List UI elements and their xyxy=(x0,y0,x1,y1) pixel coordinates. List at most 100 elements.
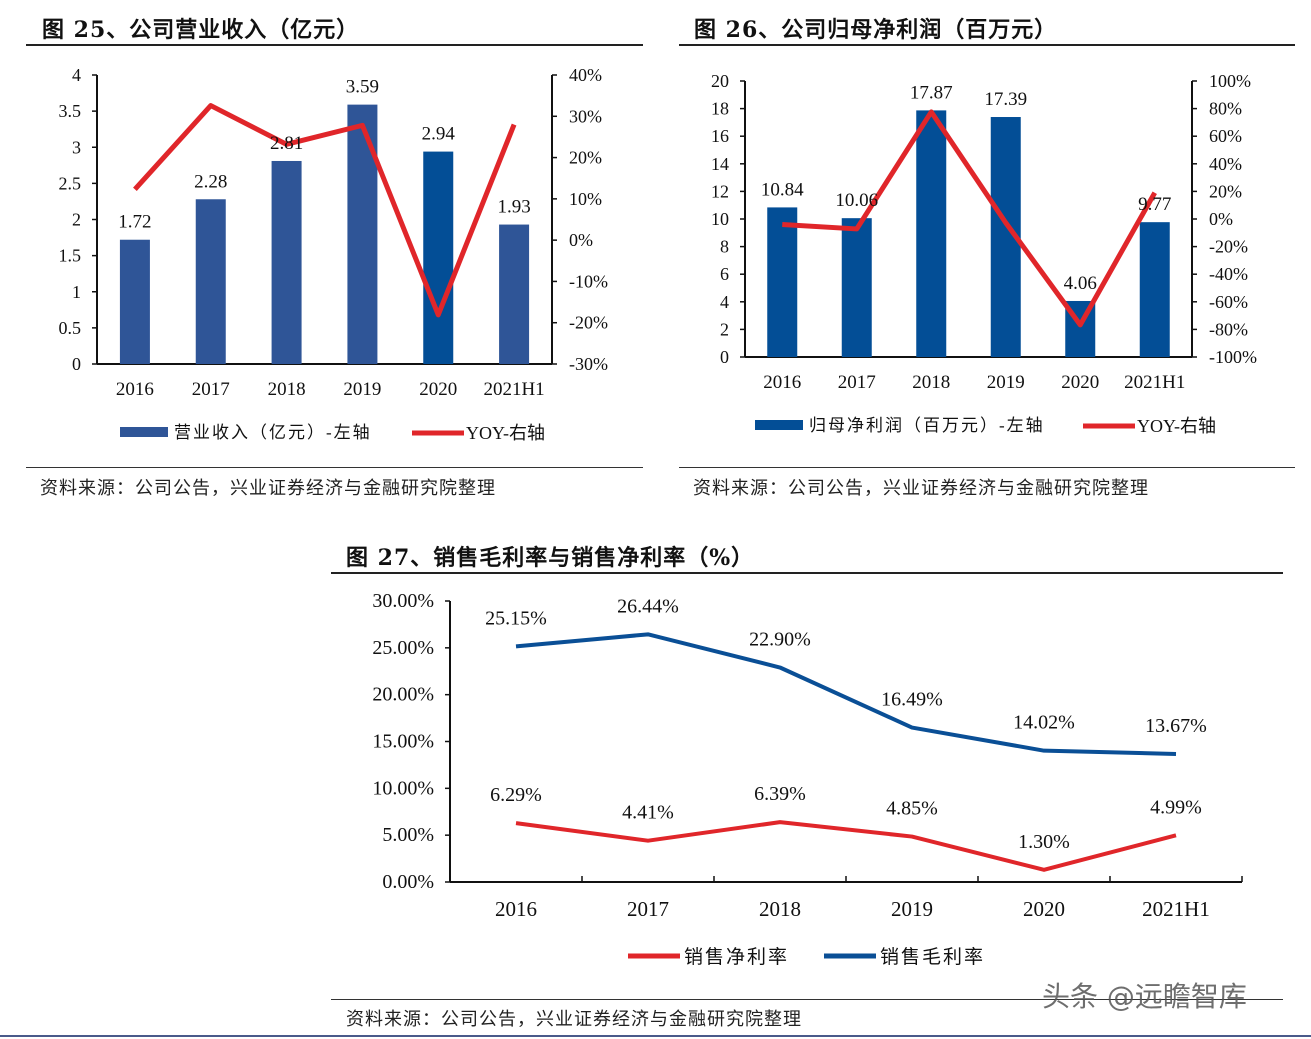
c1-left-tick-label: 2 xyxy=(72,210,81,230)
c1-legend-line-label: YOY-右轴 xyxy=(466,423,545,443)
c3-x-tick-label: 2020 xyxy=(1023,897,1065,921)
c3-x-tick-label: 2016 xyxy=(495,897,537,921)
c1-bar-data-label: 2.94 xyxy=(422,124,456,145)
c3-data-label: 13.67% xyxy=(1145,715,1207,737)
c1-right-tick-label: 20% xyxy=(569,148,602,168)
chart3-source: 资料来源：公司公告，兴业证券经济与金融研究院整理 xyxy=(346,1009,802,1030)
c1-left-tick-label: 0 xyxy=(72,354,81,374)
c3-left-tick-label: 0.00% xyxy=(382,871,434,893)
c1-left-tick-label: 0.5 xyxy=(59,318,82,338)
c2-x-tick-label: 2017 xyxy=(838,372,876,393)
c3-data-label: 6.29% xyxy=(490,784,542,806)
c3-data-label: 6.39% xyxy=(754,783,806,805)
c1-bar xyxy=(347,104,378,364)
c1-bar-data-label: 2.81 xyxy=(270,133,303,154)
chart1-source: 资料来源：公司公告，兴业证券经济与金融研究院整理 xyxy=(40,478,496,499)
chart2-source: 资料来源：公司公告，兴业证券经济与金融研究院整理 xyxy=(693,478,1149,499)
c2-right-tick-label: 80% xyxy=(1209,99,1242,119)
divider xyxy=(331,572,1283,574)
c1-x-tick-label: 2021H1 xyxy=(483,379,544,400)
c3-series-line xyxy=(515,632,1177,756)
c1-x-tick-label: 2017 xyxy=(192,379,230,400)
c2-x-tick-label: 2018 xyxy=(912,372,950,393)
c1-x-tick-label: 2019 xyxy=(343,379,381,400)
c2-left-tick-label: 20 xyxy=(711,71,729,91)
c2-left-tick-label: 8 xyxy=(720,237,729,257)
c3-data-label: 26.44% xyxy=(617,595,679,617)
divider xyxy=(26,467,643,468)
c2-left-tick-label: 18 xyxy=(711,99,729,119)
c3-data-label: 16.49% xyxy=(881,689,943,711)
c3-data-label: 14.02% xyxy=(1013,712,1075,734)
c3-left-tick-label: 15.00% xyxy=(372,731,434,753)
c3-data-label: 4.41% xyxy=(622,802,674,824)
c1-right-tick-label: 0% xyxy=(569,230,593,250)
c2-x-tick-label: 2021H1 xyxy=(1124,372,1185,393)
c1-right-tick-label: -10% xyxy=(569,271,608,291)
c3-x-tick-label: 2017 xyxy=(627,897,669,921)
c2-legend-bar-swatch xyxy=(755,420,803,430)
c3-x-tick-label: 2021H1 xyxy=(1142,897,1210,921)
c1-bar xyxy=(195,199,226,364)
c3-data-label: 4.99% xyxy=(1150,796,1202,818)
c1-bar xyxy=(499,224,530,364)
c1-right-tick-label: 40% xyxy=(569,65,602,85)
c2-right-tick-label: -100% xyxy=(1209,347,1257,367)
c2-x-tick-label: 2016 xyxy=(763,372,801,393)
c1-bar xyxy=(423,151,454,364)
c2-right-tick-label: 20% xyxy=(1209,181,1242,201)
c3-left-tick-label: 5.00% xyxy=(382,824,434,846)
divider xyxy=(679,467,1295,468)
c2-right-tick-label: -80% xyxy=(1209,319,1248,339)
c1-bar-data-label: 1.93 xyxy=(497,197,530,218)
c2-x-tick-label: 2019 xyxy=(987,372,1025,393)
c2-right-tick-label: -60% xyxy=(1209,292,1248,312)
c2-left-tick-label: 12 xyxy=(711,181,729,201)
c3-left-tick-label: 20.00% xyxy=(372,684,434,706)
c2-bar-data-label: 10.06 xyxy=(835,190,878,211)
c2-left-tick-label: 16 xyxy=(711,126,729,146)
c2-yoy-line xyxy=(782,109,1157,328)
c3-x-tick-label: 2018 xyxy=(759,897,801,921)
divider xyxy=(26,44,643,46)
c2-right-tick-label: 60% xyxy=(1209,126,1242,146)
c3-left-tick-label: 10.00% xyxy=(372,777,434,799)
c3-data-label: 22.90% xyxy=(749,629,811,651)
page-bottom-rule xyxy=(0,1035,1311,1037)
c1-right-tick-label: -30% xyxy=(569,354,608,374)
c1-left-tick-label: 1 xyxy=(72,282,81,302)
c1-right-tick-label: 30% xyxy=(569,106,602,126)
c1-bar-data-label: 3.59 xyxy=(346,77,379,98)
chart2-title: 图 26、公司归母净利润（百万元） xyxy=(694,17,1058,43)
c2-bar xyxy=(767,207,798,357)
c2-legend-line-label: YOY-右轴 xyxy=(1137,416,1216,436)
c2-left-tick-label: 2 xyxy=(720,319,729,339)
c3-left-tick-label: 30.00% xyxy=(372,590,434,612)
chart3-title: 图 27、销售毛利率与销售净利率（%） xyxy=(346,545,755,571)
c2-right-tick-label: 100% xyxy=(1209,71,1251,91)
c2-left-tick-label: 14 xyxy=(711,154,729,174)
c3-legend-label: 销售净利率 xyxy=(684,946,789,968)
c2-left-tick-label: 10 xyxy=(711,209,729,229)
c2-left-tick-label: 0 xyxy=(720,347,729,367)
watermark: 头条 @远瞻智库 xyxy=(1042,980,1247,1013)
c1-x-tick-label: 2016 xyxy=(116,379,154,400)
c1-right-tick-label: 10% xyxy=(569,189,602,209)
c1-yoy-line xyxy=(133,103,517,318)
c1-left-tick-label: 1.5 xyxy=(59,246,82,266)
c2-left-tick-label: 6 xyxy=(720,264,729,284)
c3-legend-label: 销售毛利率 xyxy=(880,946,985,968)
c1-bar xyxy=(119,239,150,364)
c2-right-tick-label: -20% xyxy=(1209,237,1248,257)
c1-bar-data-label: 1.72 xyxy=(118,212,151,233)
c3-series-line xyxy=(515,820,1177,872)
c2-x-tick-label: 2020 xyxy=(1061,372,1099,393)
c1-left-tick-label: 2.5 xyxy=(59,173,82,193)
c2-legend-bar-label: 归母净利润（百万元）-左轴 xyxy=(809,416,1045,435)
c3-data-label: 4.85% xyxy=(886,798,938,820)
c1-left-tick-label: 4 xyxy=(72,65,81,85)
c2-right-tick-label: -40% xyxy=(1209,264,1248,284)
c3-data-label: 1.30% xyxy=(1018,831,1070,853)
